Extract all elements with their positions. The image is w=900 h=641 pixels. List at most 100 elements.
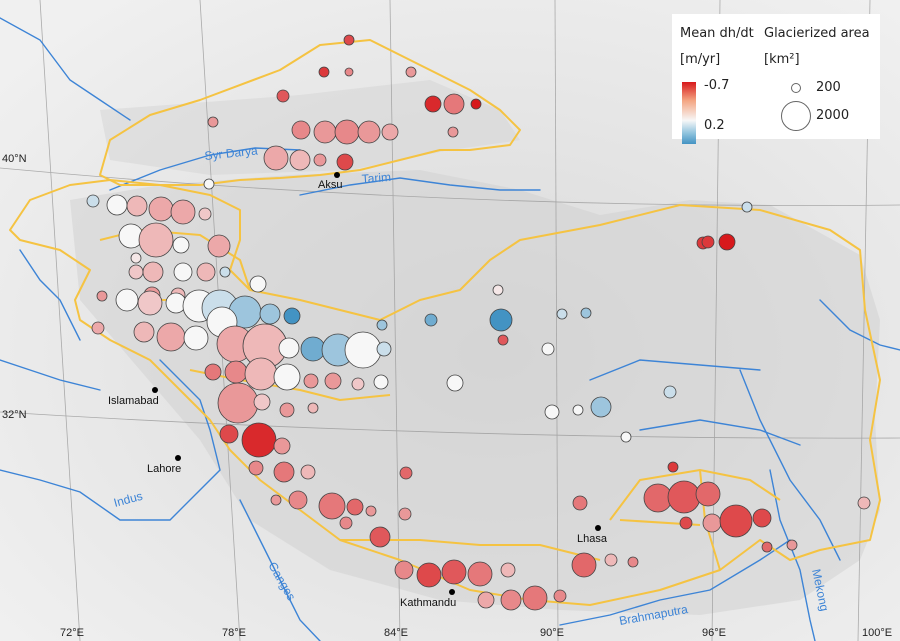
glacier-symbol xyxy=(300,336,326,362)
coordinate-labels: 40°N 32°N 72°E 78°E 84°E 90°E 96°E 100°E xyxy=(2,153,892,639)
river-east xyxy=(639,419,801,446)
glacier-symbol xyxy=(207,234,231,258)
glacier-symbol xyxy=(752,508,772,528)
glacier-symbol xyxy=(346,498,364,516)
glacier-symbol xyxy=(106,194,128,216)
glacier-symbol xyxy=(91,321,105,335)
legend-dhdt-max: -0.7 xyxy=(704,78,730,93)
glacier-symbol xyxy=(590,396,612,418)
river-west-a xyxy=(19,249,81,341)
glacier-symbol xyxy=(291,120,311,140)
glacier-symbol xyxy=(170,199,196,225)
legend-circle-large xyxy=(781,101,811,131)
glacier-symbol xyxy=(663,385,677,399)
glacier-symbol xyxy=(253,393,271,411)
glacier-symbol xyxy=(522,585,548,611)
glacier-symbol xyxy=(248,460,264,476)
river-amu-tributary xyxy=(0,17,131,121)
glacier-symbol xyxy=(196,262,216,282)
glacier-symbol xyxy=(369,526,391,548)
glacier-symbol xyxy=(441,559,467,585)
glacier-symbol xyxy=(492,284,504,296)
glacier-symbol xyxy=(303,373,319,389)
glacier-symbol xyxy=(313,153,327,167)
city-dot-islamabad xyxy=(152,387,158,393)
glacier-symbol xyxy=(719,504,753,538)
parallel-40 xyxy=(0,167,900,206)
city-dot-aksu xyxy=(334,172,340,178)
glacier-symbol xyxy=(86,194,100,208)
legend-circle-small xyxy=(791,83,801,93)
glacier-symbol xyxy=(500,589,522,611)
glacier-symbol xyxy=(376,341,392,357)
cities: Aksu Islamabad Lahore Lhasa Kathmandu xyxy=(108,172,608,609)
glacier-symbol xyxy=(489,308,513,332)
glacier-symbol xyxy=(156,322,186,352)
label-lon-100: 100°E xyxy=(862,627,892,639)
glacier-symbol xyxy=(300,464,316,480)
glacier-symbol xyxy=(241,422,277,458)
glacier-symbol xyxy=(133,321,155,343)
river-yellow xyxy=(819,299,900,351)
glacier-symbol xyxy=(283,307,301,325)
glacier-symbol xyxy=(424,313,438,327)
glacier-symbol xyxy=(571,552,597,578)
glacier-symbol xyxy=(351,377,365,391)
label-syr-darya: Syr Darya xyxy=(204,143,259,163)
glacier-symbol xyxy=(183,325,209,351)
glacier-symbol xyxy=(446,374,464,392)
label-lat-32: 32°N xyxy=(2,409,27,421)
glacier-symbol xyxy=(761,541,773,553)
glacier-symbol xyxy=(219,266,231,278)
glacier-symbol xyxy=(249,275,267,293)
glacier-symbol xyxy=(336,153,354,171)
glacier-symbol xyxy=(259,303,281,325)
glacier-symbol xyxy=(148,196,174,222)
label-kathmandu: Kathmandu xyxy=(400,597,456,609)
glacier-symbol xyxy=(702,513,722,533)
boundary-karakoram xyxy=(189,369,391,401)
glacier-symbol xyxy=(172,236,190,254)
glacier-symbol xyxy=(627,556,639,568)
glacier-symbol xyxy=(263,145,289,171)
glacier-symbol xyxy=(500,562,516,578)
glacier-symbol xyxy=(273,437,291,455)
glacier-symbol xyxy=(344,331,382,369)
legend-area-title: Glacierized area xyxy=(764,26,870,41)
glacier-symbol xyxy=(313,120,337,144)
river-indus xyxy=(0,359,221,521)
river-mekong xyxy=(769,469,816,641)
glacier-symbol xyxy=(357,120,381,144)
legend-color-ramp xyxy=(682,82,696,144)
glacier-symbol xyxy=(278,337,300,359)
glacier-symbol xyxy=(204,363,222,381)
map-legend: Mean dh/dt [m/yr] -0.7 0.2 Glacierized a… xyxy=(672,14,880,144)
glacier-symbol xyxy=(398,507,412,521)
glacier-symbol xyxy=(324,372,342,390)
legend-dhdt-min: 0.2 xyxy=(704,118,725,133)
glacier-symbol xyxy=(270,494,282,506)
glacier-symbol xyxy=(130,252,142,264)
glacier-symbol xyxy=(718,233,736,251)
glacier-symbol xyxy=(343,34,355,46)
label-lat-40: 40°N xyxy=(2,153,27,165)
glacier-symbol xyxy=(96,290,108,302)
glacier-symbol xyxy=(344,67,354,77)
glacier-symbol xyxy=(138,222,174,258)
glacier-symbol xyxy=(244,357,278,391)
label-lon-78: 78°E xyxy=(222,627,246,639)
glacier-symbol xyxy=(580,307,592,319)
glacier-symbol xyxy=(786,539,798,551)
label-lon-90: 90°E xyxy=(540,627,564,639)
glacier-symbol xyxy=(128,264,144,280)
glacier-region-symbols xyxy=(86,34,871,611)
glacier-symbol xyxy=(279,402,295,418)
glacier-symbol xyxy=(219,424,239,444)
glacier-symbol xyxy=(217,382,259,424)
glacier-symbol xyxy=(553,589,567,603)
glacier-symbol xyxy=(394,560,414,580)
river-west-b xyxy=(0,359,101,391)
glacier-symbol xyxy=(544,404,560,420)
glacier-symbol xyxy=(679,516,693,530)
glacier-symbol xyxy=(207,116,219,128)
